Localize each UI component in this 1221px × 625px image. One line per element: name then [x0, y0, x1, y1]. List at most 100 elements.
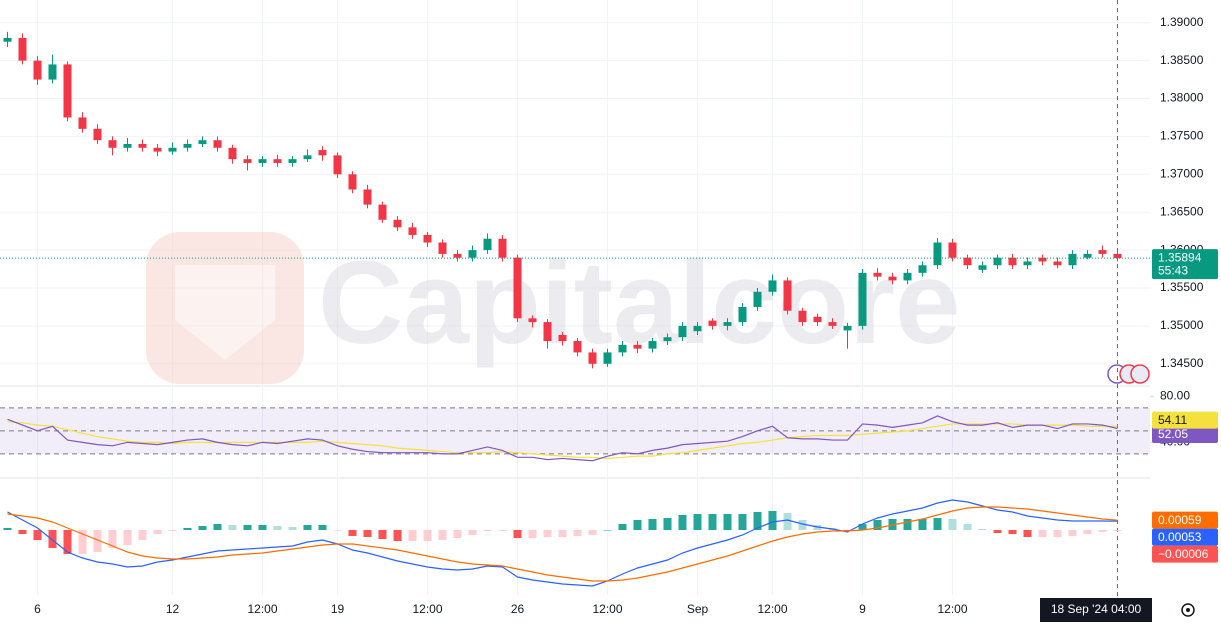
event-flag[interactable] — [1130, 364, 1150, 384]
histogram-bar — [228, 525, 237, 530]
candle-body — [213, 140, 222, 148]
settings-icon-dot — [1186, 608, 1190, 612]
candle-body — [468, 250, 477, 258]
histogram-bar — [798, 520, 807, 530]
rsi-badge-text: 54.11 — [1158, 413, 1187, 427]
histogram-bar — [693, 514, 702, 530]
histogram-bar — [123, 530, 132, 545]
candle-body — [768, 280, 777, 292]
rsi-badge: 54.11 — [1152, 411, 1218, 429]
histogram-bar — [603, 530, 612, 531]
candle-body — [693, 325, 702, 332]
candle-body — [573, 341, 582, 353]
event-flags[interactable] — [1107, 364, 1150, 384]
histogram-bar — [108, 530, 117, 548]
candle-body — [798, 310, 807, 323]
y-tick-label: 1.37000 — [1160, 166, 1204, 180]
macd-badge: 0.00059 — [1152, 511, 1218, 529]
candle-body — [558, 334, 567, 342]
histogram-bar — [588, 530, 597, 535]
macd-badge-bg — [1152, 511, 1218, 529]
candle-body — [543, 322, 552, 342]
candle-body — [648, 341, 657, 349]
candle-body — [858, 272, 867, 326]
histogram-bar — [438, 530, 447, 540]
histogram-bar — [63, 530, 72, 554]
y-tick-label: 1.35000 — [1160, 318, 1204, 332]
candle-body — [258, 159, 267, 163]
histogram-bar — [978, 529, 987, 530]
candle-body — [78, 117, 87, 129]
candle-body — [33, 60, 42, 80]
y-tick-label: 1.34500 — [1160, 356, 1204, 370]
candle-body — [528, 318, 537, 323]
candle-body — [1053, 261, 1062, 266]
candle-body — [873, 272, 882, 277]
histogram-bar — [198, 526, 207, 530]
candle-body — [318, 150, 327, 156]
histogram-bar — [363, 530, 372, 537]
histogram-bar — [573, 530, 582, 536]
histogram-bar — [618, 524, 627, 530]
macd-badge-text: 0.00053 — [1158, 530, 1202, 544]
histogram-bar — [933, 518, 942, 530]
histogram-bar — [633, 520, 642, 530]
x-tick-label: 12:00 — [592, 602, 622, 616]
histogram-bar — [18, 530, 27, 534]
settings-icon[interactable] — [1181, 603, 1195, 617]
candle-body — [663, 337, 672, 342]
histogram-bar — [993, 530, 1002, 533]
histogram-bar — [528, 530, 537, 538]
countdown-text: 55:43 — [1158, 263, 1188, 277]
candle-body — [1083, 253, 1092, 258]
candle-body — [408, 227, 417, 235]
candle-body — [378, 204, 387, 220]
y-tick-label: 1.37500 — [1160, 129, 1204, 143]
candle-body — [708, 320, 717, 326]
x-tick-label: 12:00 — [247, 602, 277, 616]
y-tick-label: 1.38500 — [1160, 53, 1204, 67]
candle-body — [1023, 261, 1032, 266]
macd-line — [7, 506, 1118, 582]
candle-body — [93, 128, 102, 141]
candle-body — [1008, 257, 1017, 266]
candle-body — [918, 265, 927, 273]
histogram-bar — [663, 518, 672, 530]
histogram-bar — [498, 530, 507, 531]
histogram-bar — [1008, 530, 1017, 534]
candle-body — [288, 159, 297, 163]
histogram-bar — [1068, 530, 1077, 536]
histogram-bar — [903, 519, 912, 530]
histogram-bar — [423, 530, 432, 541]
histogram-bar — [48, 530, 57, 548]
histogram-bar — [1053, 530, 1062, 537]
rsi-badge: 52.05 — [1152, 425, 1218, 443]
candle-body — [948, 242, 957, 258]
rsi-badge-bg — [1152, 425, 1218, 443]
histogram-bar — [78, 530, 87, 554]
histogram-bar — [738, 514, 747, 530]
histogram-bar — [243, 525, 252, 530]
candle-body — [393, 219, 402, 228]
y-tick-label: 1.36500 — [1160, 204, 1204, 218]
candle-body — [498, 238, 507, 258]
candle-body — [753, 291, 762, 307]
histogram-bar — [918, 519, 927, 530]
histogram-bar — [333, 530, 342, 531]
last-price-badge-bg — [1152, 249, 1218, 280]
x-tick-label: 12:00 — [937, 602, 967, 616]
candle-body — [363, 189, 372, 205]
macd-badge-bg — [1152, 528, 1218, 546]
histogram-bar — [183, 528, 192, 530]
x-tick-label: 12:00 — [757, 602, 787, 616]
histogram-bar — [153, 530, 162, 534]
histogram-bar — [93, 530, 102, 552]
watermark: Capitalcore — [146, 232, 961, 384]
y-tick-label: 1.35500 — [1160, 280, 1204, 294]
candle-body — [63, 64, 72, 118]
candle-body — [603, 352, 612, 364]
histogram-bar — [168, 530, 177, 531]
candle-body — [1068, 253, 1077, 266]
candle-body — [198, 140, 207, 144]
candle-body — [303, 155, 312, 160]
